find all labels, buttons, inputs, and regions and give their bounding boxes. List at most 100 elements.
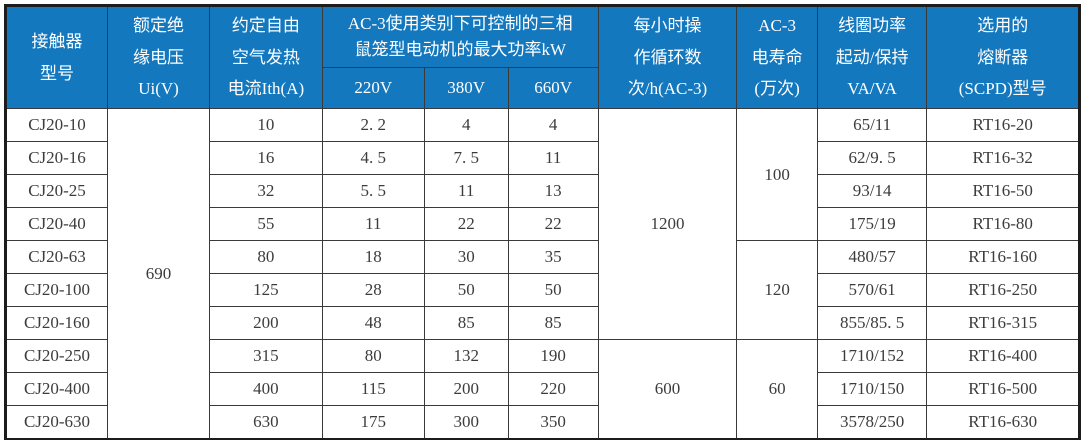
cell-coil: 1710/152 [816, 339, 928, 373]
header-380v: 380V [423, 67, 509, 109]
cell-fuse: RT16-250 [926, 273, 1080, 307]
cell-fuse: RT16-160 [926, 240, 1080, 274]
cell-coil: 175/19 [816, 207, 928, 241]
cell-model: CJ20-250 [4, 339, 109, 373]
cell-kw380: 4 [423, 108, 509, 142]
table-row: CJ20-100 125 28 50 50 570/61 RT16-250 [4, 273, 1080, 307]
cell-kw380: 11 [423, 174, 509, 208]
cell-kw660: 190 [507, 339, 599, 373]
table-row: CJ20-250 315 80 132 190 600 60 1710/152 … [4, 339, 1080, 440]
table-row: CJ20-25 32 5. 5 11 13 93/14 RT16-50 [4, 174, 1080, 208]
cell-kw380: 132 [423, 339, 509, 373]
cell-model: CJ20-16 [4, 141, 109, 175]
cell-kw380: 50 [423, 273, 509, 307]
cell-ith: 400 [209, 372, 323, 406]
cell-ith: 32 [209, 174, 323, 208]
header-660v: 660V [507, 67, 599, 109]
cell-coil: 480/57 [816, 240, 928, 274]
cell-model: CJ20-160 [4, 306, 109, 340]
cell-kw660: 85 [507, 306, 599, 340]
header-cycles-per-hour: 每小时操 作循环数 次/h(AC-3) [597, 5, 738, 109]
table-row: CJ20-160 200 48 85 85 855/85. 5 RT16-315 [4, 306, 1080, 340]
header-electrical-life: AC-3 电寿命 (万次) [736, 5, 818, 109]
header-fuse-type: 选用的 熔断器 (SCPD)型号 [926, 5, 1080, 109]
cell-life-merged: 60 [736, 339, 818, 440]
cell-life-merged: 120 [736, 240, 818, 340]
cell-model: CJ20-630 [4, 405, 109, 440]
cell-kw380: 200 [423, 372, 509, 406]
table-row: CJ20-400 400 115 200 220 1710/150 RT16-5… [4, 372, 1080, 406]
cell-fuse: RT16-20 [926, 108, 1080, 142]
cell-kw660: 4 [507, 108, 599, 142]
cell-model: CJ20-63 [4, 240, 109, 274]
header-thermal-current: 约定自由 空气发热 电流Ith(A) [209, 5, 323, 109]
cell-fuse: RT16-630 [926, 405, 1080, 440]
cell-model: CJ20-100 [4, 273, 109, 307]
header-kw-group: AC-3使用类别下可控制的三相 鼠笼型电动机的最大功率kW [321, 5, 599, 68]
cell-kw220: 4. 5 [321, 141, 425, 175]
header-model: 接触器 型号 [4, 5, 109, 109]
cell-kw380: 30 [423, 240, 509, 274]
cell-fuse: RT16-50 [926, 174, 1080, 208]
header-220v: 220V [321, 67, 425, 109]
cell-ith: 16 [209, 141, 323, 175]
cell-life-merged: 100 [736, 108, 818, 241]
cell-coil: 3578/250 [816, 405, 928, 440]
cell-coil: 62/9. 5 [816, 141, 928, 175]
cell-coil: 570/61 [816, 273, 928, 307]
cell-model: CJ20-40 [4, 207, 109, 241]
table-row: CJ20-630 630 175 300 350 3578/250 RT16-6… [4, 405, 1080, 440]
cell-kw660: 11 [507, 141, 599, 175]
cell-kw220: 28 [321, 273, 425, 307]
cell-kw380: 85 [423, 306, 509, 340]
cell-kw220: 18 [321, 240, 425, 274]
cell-kw660: 220 [507, 372, 599, 406]
cell-kw660: 350 [507, 405, 599, 440]
cell-fuse: RT16-80 [926, 207, 1080, 241]
cell-ith: 125 [209, 273, 323, 307]
cell-kw220: 80 [321, 339, 425, 373]
cell-kw660: 13 [507, 174, 599, 208]
cell-coil: 93/14 [816, 174, 928, 208]
table-row: CJ20-40 55 11 22 22 175/19 RT16-80 [4, 207, 1080, 241]
cell-ith: 200 [209, 306, 323, 340]
cell-kw220: 5. 5 [321, 174, 425, 208]
cell-fuse: RT16-400 [926, 339, 1080, 373]
contactor-spec-table: 接触器 型号 额定绝 缘电压 Ui(V) 约定自由 空气发热 电流Ith(A) … [4, 4, 1081, 440]
cell-kw220: 11 [321, 207, 425, 241]
cell-coil: 1710/150 [816, 372, 928, 406]
cell-kw380: 7. 5 [423, 141, 509, 175]
cell-cycles-merged: 600 [597, 339, 738, 440]
cell-coil: 855/85. 5 [816, 306, 928, 340]
header-coil-power: 线圈功率 起动/保持 VA/VA [816, 5, 928, 109]
cell-cycles-merged: 1200 [597, 108, 738, 340]
table-row: CJ20-10 690 10 2. 2 4 4 1200 100 65/11 R… [4, 108, 1080, 440]
cell-fuse: RT16-500 [926, 372, 1080, 406]
cell-kw660: 22 [507, 207, 599, 241]
cell-ith: 80 [209, 240, 323, 274]
cell-kw220: 175 [321, 405, 425, 440]
cell-ith: 55 [209, 207, 323, 241]
cell-model: CJ20-400 [4, 372, 109, 406]
cell-coil: 65/11 [816, 108, 928, 142]
table-row: CJ20-16 16 4. 5 7. 5 11 62/9. 5 RT16-32 [4, 141, 1080, 175]
cell-kw220: 48 [321, 306, 425, 340]
cell-kw220: 2. 2 [321, 108, 425, 142]
cell-fuse: RT16-32 [926, 141, 1080, 175]
cell-kw660: 50 [507, 273, 599, 307]
cell-ith: 315 [209, 339, 323, 373]
cell-fuse: RT16-315 [926, 306, 1080, 340]
cell-kw660: 35 [507, 240, 599, 274]
cell-kw220: 115 [321, 372, 425, 406]
cell-model: CJ20-25 [4, 174, 109, 208]
cell-kw380: 22 [423, 207, 509, 241]
header-insulation-voltage: 额定绝 缘电压 Ui(V) [107, 5, 211, 109]
table-body: CJ20-10 690 10 2. 2 4 4 1200 100 65/11 R… [4, 108, 1080, 440]
cell-model: CJ20-10 [4, 108, 109, 142]
cell-ith: 10 [209, 108, 323, 142]
table-row: CJ20-63 80 18 30 35 120 480/57 RT16-160 [4, 240, 1080, 340]
cell-ui-merged: 690 [107, 108, 211, 440]
cell-ith: 630 [209, 405, 323, 440]
table-header: 接触器 型号 额定绝 缘电压 Ui(V) 约定自由 空气发热 电流Ith(A) … [4, 5, 1080, 109]
cell-kw380: 300 [423, 405, 509, 440]
